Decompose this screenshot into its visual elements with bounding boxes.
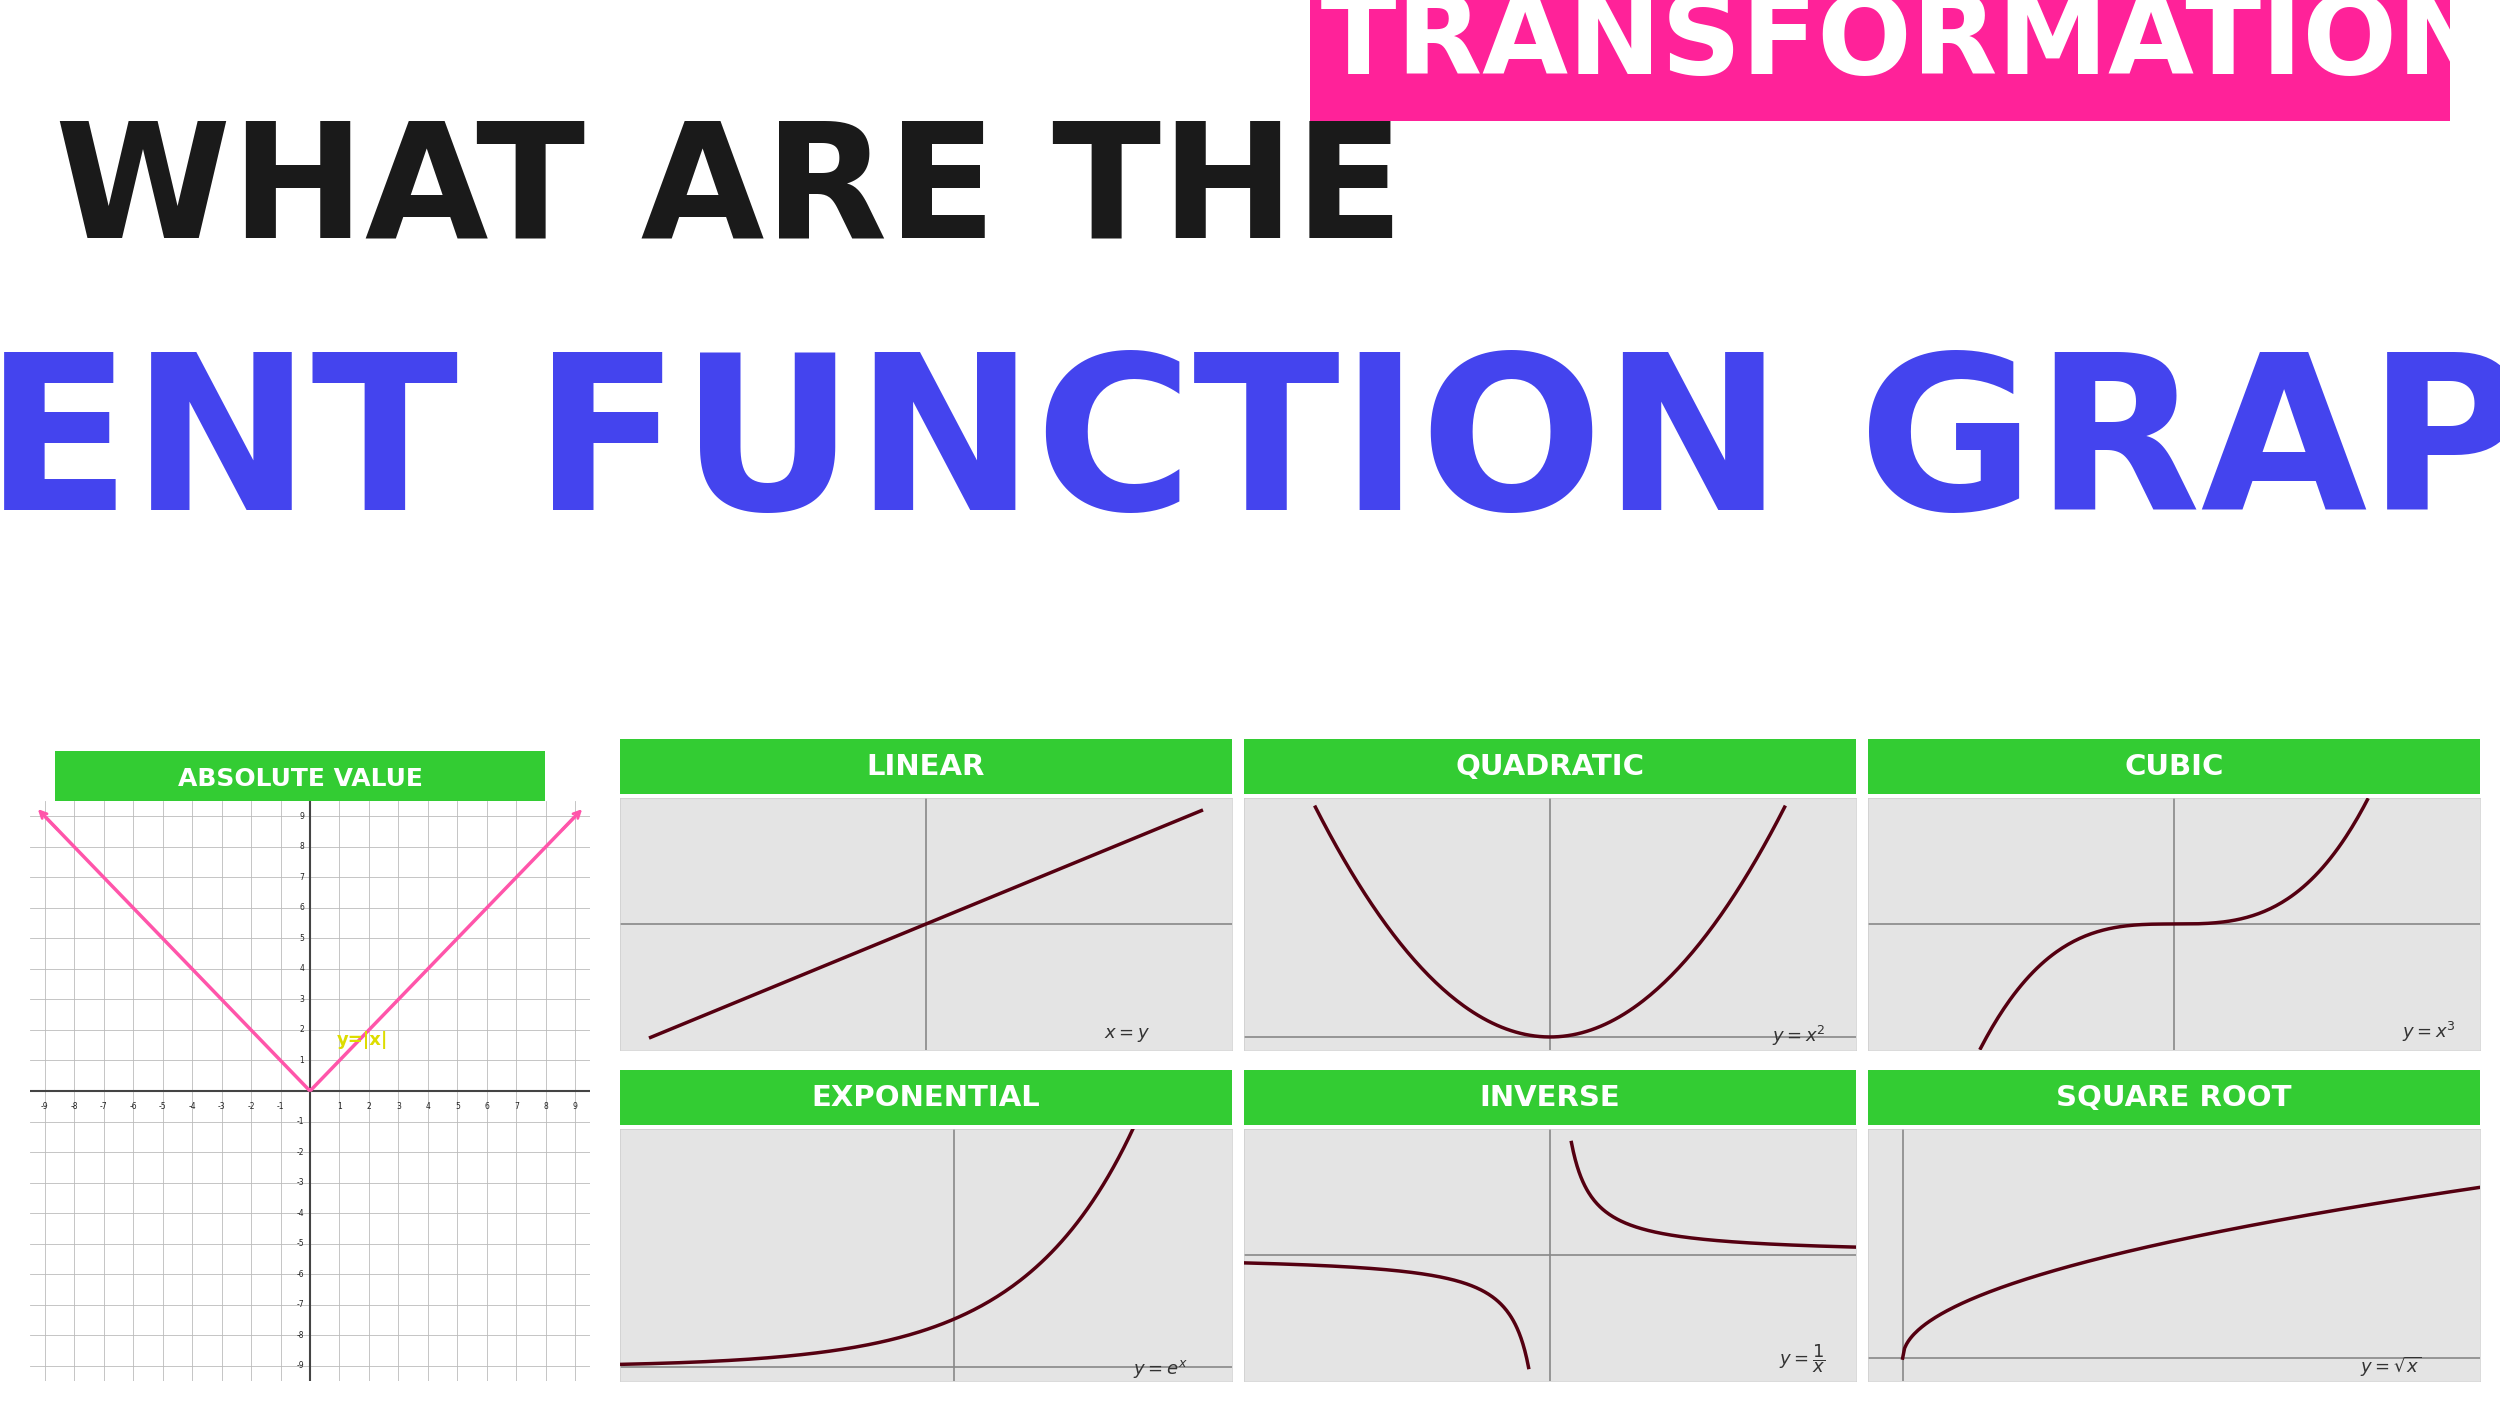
Text: CUBIC: CUBIC	[2125, 752, 2222, 780]
Text: -2: -2	[298, 1147, 305, 1157]
Text: PARENT FUNCTION GRAPHS?: PARENT FUNCTION GRAPHS?	[0, 346, 2500, 555]
FancyBboxPatch shape	[590, 737, 1262, 797]
Text: -9: -9	[40, 1102, 48, 1111]
Text: 6: 6	[485, 1102, 490, 1111]
Text: -3: -3	[217, 1102, 225, 1111]
Text: LINEAR: LINEAR	[867, 752, 985, 780]
Text: ABSOLUTE VALUE: ABSOLUTE VALUE	[177, 766, 422, 790]
Text: 7: 7	[300, 873, 305, 882]
Text: 6: 6	[300, 903, 305, 912]
Text: + TRANSFORMATIONS: + TRANSFORMATIONS	[1190, 0, 2500, 97]
Text: -5: -5	[160, 1102, 168, 1111]
Text: 9: 9	[300, 811, 305, 821]
Text: 1: 1	[338, 1102, 342, 1111]
Text: 3: 3	[395, 1102, 400, 1111]
Text: 7: 7	[515, 1102, 520, 1111]
Text: 4: 4	[300, 965, 305, 973]
Text: SQUARE ROOT: SQUARE ROOT	[2055, 1084, 2292, 1112]
Text: -8: -8	[70, 1102, 78, 1111]
Text: y=|x|: y=|x|	[338, 1031, 388, 1049]
Text: -1: -1	[278, 1102, 285, 1111]
FancyBboxPatch shape	[1310, 0, 2450, 121]
Text: 2: 2	[300, 1025, 305, 1035]
Text: 3: 3	[300, 995, 305, 1004]
Text: EXPONENTIAL: EXPONENTIAL	[812, 1084, 1040, 1112]
Text: $x = y$: $x = y$	[1105, 1026, 1150, 1043]
Text: $y=x^2$: $y=x^2$	[1772, 1024, 1825, 1047]
FancyBboxPatch shape	[1212, 737, 1888, 797]
Text: INVERSE: INVERSE	[1480, 1084, 1620, 1112]
Text: -4: -4	[188, 1102, 195, 1111]
FancyBboxPatch shape	[1212, 1067, 1888, 1128]
Text: QUADRATIC: QUADRATIC	[1455, 752, 1645, 780]
Text: 8: 8	[300, 842, 305, 851]
Text: $y = e^x$: $y = e^x$	[1132, 1358, 1188, 1381]
FancyBboxPatch shape	[1838, 737, 2500, 797]
Text: -8: -8	[298, 1330, 305, 1340]
Text: 2: 2	[368, 1102, 372, 1111]
Text: 8: 8	[542, 1102, 548, 1111]
Text: -1: -1	[298, 1116, 305, 1126]
Text: -3: -3	[298, 1178, 305, 1187]
FancyBboxPatch shape	[590, 1067, 1262, 1128]
Text: -7: -7	[100, 1102, 107, 1111]
FancyBboxPatch shape	[25, 748, 575, 810]
Text: -9: -9	[298, 1361, 305, 1371]
Text: -2: -2	[248, 1102, 255, 1111]
Text: 9: 9	[572, 1102, 578, 1111]
Text: -6: -6	[130, 1102, 138, 1111]
Text: -5: -5	[298, 1239, 305, 1249]
Text: $y=x^3$: $y=x^3$	[2402, 1019, 2455, 1043]
Text: $y=\sqrt{x}$: $y=\sqrt{x}$	[2360, 1355, 2422, 1379]
FancyBboxPatch shape	[1838, 1067, 2500, 1128]
Text: -6: -6	[298, 1270, 305, 1278]
Text: 1: 1	[300, 1056, 305, 1064]
Text: 5: 5	[455, 1102, 460, 1111]
Text: 4: 4	[425, 1102, 430, 1111]
Text: 5: 5	[300, 934, 305, 943]
Text: -7: -7	[298, 1301, 305, 1309]
Text: WHAT ARE THE: WHAT ARE THE	[55, 117, 1405, 271]
Text: -4: -4	[298, 1209, 305, 1218]
Text: $y = \dfrac{1}{x}$: $y = \dfrac{1}{x}$	[1778, 1343, 1825, 1375]
